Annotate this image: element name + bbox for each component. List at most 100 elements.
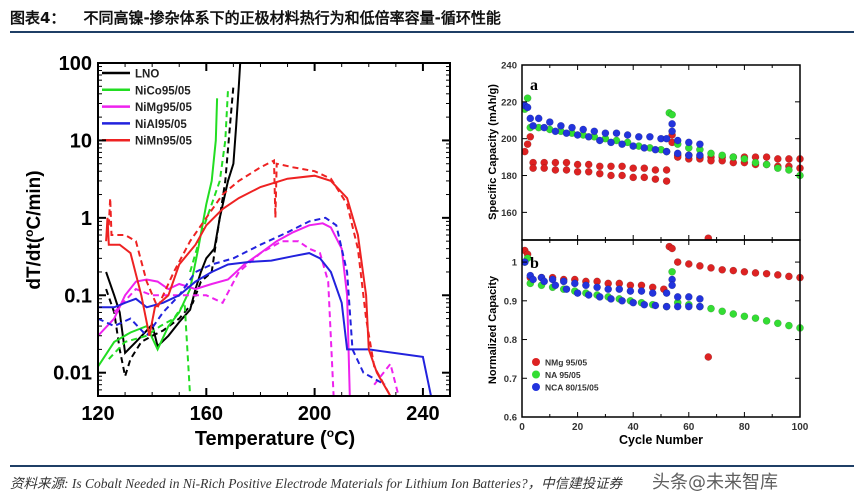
y-tick-label: 160 [501, 208, 517, 219]
legend-label: NiCo95/05 [135, 85, 191, 97]
data-point-NMg 95/05 [640, 173, 649, 182]
x-tick-label: 20 [572, 422, 584, 433]
figure-number: 图表4： [10, 9, 66, 27]
data-point-NCA 80/15/05 [582, 281, 590, 290]
series-dashed-line-NiMn95/05 [107, 158, 392, 396]
data-point-NCA 80/15/05 [529, 275, 537, 284]
x-tick-label: 200 [298, 403, 331, 425]
data-point-NCA 80/15/05 [545, 118, 554, 126]
data-point-NCA 80/15/05 [607, 138, 615, 147]
data-point-NMg 95/05 [629, 164, 638, 173]
data-point-NCA 80/15/05 [696, 302, 704, 311]
data-point-NCA 80/15/05 [623, 131, 632, 139]
data-point-NMg 95/05 [751, 269, 760, 277]
y-tick-label: 10 [70, 130, 92, 152]
data-point-NCA 80/15/05 [612, 129, 621, 138]
data-point-NCA 80/15/05 [562, 285, 571, 294]
series-dashed-line-NiCo95/05 [108, 299, 192, 396]
series-dashed-line-NiCo95/05 [189, 89, 229, 273]
data-point-NCA 80/15/05 [584, 132, 593, 141]
data-point-NA 95/05 [707, 304, 715, 313]
data-point-NMg 95/05 [529, 164, 537, 173]
data-point-NCA 80/15/05 [526, 114, 535, 123]
data-point-NCA 80/15/05 [529, 121, 537, 130]
data-point-NMg 95/05 [668, 244, 676, 253]
data-point-NMg 95/05 [707, 264, 715, 272]
data-point-NCA 80/15/05 [668, 281, 676, 290]
data-point-NCA 80/15/05 [551, 281, 560, 290]
data-point-NMg 95/05 [785, 272, 793, 281]
data-point-NMg 95/05 [540, 164, 549, 173]
data-point-NCA 80/15/05 [559, 277, 568, 286]
data-point-NCA 80/15/05 [540, 277, 549, 286]
data-point-NCA 80/15/05 [662, 147, 671, 156]
data-point-NMg 95/05 [762, 269, 771, 278]
data-point-NMg 95/05 [696, 262, 704, 270]
legend-label: NiMn95/05 [135, 136, 192, 148]
data-point-NCA 80/15/05 [684, 138, 693, 147]
x-tick-label: 120 [81, 403, 114, 425]
data-point-NA 95/05 [668, 267, 676, 276]
data-point-NCA 80/15/05 [637, 287, 646, 295]
legend-label: NMg 95/05 [545, 358, 587, 368]
data-point-NCA 80/15/05 [629, 298, 638, 307]
data-point-NCA 80/15/05 [668, 127, 676, 136]
legend-marker [532, 358, 540, 366]
data-point-NCA 80/15/05 [584, 291, 593, 299]
data-point-NMg 95/05 [526, 132, 535, 141]
data-point-NMg 95/05 [584, 160, 593, 169]
data-point-NMg 95/05 [607, 171, 615, 180]
figure-title: 图表4： 不同高镍-掺杂体系下的正极材料热行为和低倍率容量-循环性能 [10, 7, 501, 28]
data-point-NCA 80/15/05 [640, 300, 649, 309]
data-point-NMg 95/05 [673, 258, 682, 266]
series-line-NiMg95/05 [98, 222, 351, 396]
data-point-NA 95/05 [773, 164, 782, 173]
legend-label: LNO [135, 69, 159, 81]
data-point-NMg 95/05 [762, 153, 771, 161]
x-tick-label: 60 [683, 422, 695, 433]
data-point-NMg 95/05 [651, 166, 660, 174]
data-point-NA 95/05 [740, 312, 749, 321]
data-point-NA 95/05 [751, 158, 760, 167]
data-point-NCA 80/15/05 [562, 129, 571, 138]
y-tick-label: 0.01 [53, 363, 92, 385]
data-point-NCA 80/15/05 [607, 295, 615, 303]
legend-marker [532, 383, 540, 391]
data-point-NMg 95/05 [640, 164, 649, 173]
data-point-NA 95/05 [740, 155, 749, 163]
title-divider [10, 31, 854, 33]
y-tick-label: 1 [512, 258, 518, 269]
data-point-NMg 95/05 [662, 177, 671, 185]
y-tick-label: 180 [501, 171, 517, 182]
data-point-NCA 80/15/05 [523, 103, 532, 112]
data-point-NCA 80/15/05 [668, 120, 676, 128]
data-point-NCA 80/15/05 [696, 295, 704, 303]
data-point-NA 95/05 [707, 149, 715, 158]
data-point-NMg 95/05 [740, 267, 749, 276]
data-point-NCA 80/15/05 [629, 142, 638, 150]
data-point-NCA 80/15/05 [573, 289, 582, 297]
data-point-NMg 95/05 [551, 166, 560, 174]
data-point-NCA 80/15/05 [662, 134, 671, 143]
data-point-NA 95/05 [718, 307, 727, 316]
y-tick-label: 1 [81, 208, 92, 230]
data-point-NMg 95/05 [629, 173, 638, 182]
series-line-NiAl95/05 [98, 252, 432, 396]
y-tick-label: 220 [501, 97, 517, 108]
data-point-NA 95/05 [785, 321, 793, 330]
data-point-NMg 95/05 [662, 166, 671, 174]
data-point-NCA 80/15/05 [595, 293, 604, 301]
data-point-NMg 95/05 [618, 162, 626, 171]
data-point-NCA 80/15/05 [557, 121, 565, 130]
panel-b-y-title: Normalized Capacity [487, 275, 499, 384]
data-point-NCA 80/15/05 [593, 283, 601, 292]
data-point-NCA 80/15/05 [673, 149, 682, 158]
data-point-NMg 95/05 [651, 175, 660, 184]
data-point-NCA 80/15/05 [684, 302, 693, 311]
data-point-NCA 80/15/05 [696, 140, 704, 149]
legend-label: NiAl95/05 [135, 119, 187, 131]
series-dashed-line-NiAl95/05 [98, 216, 386, 386]
panel-b-points [522, 242, 804, 361]
